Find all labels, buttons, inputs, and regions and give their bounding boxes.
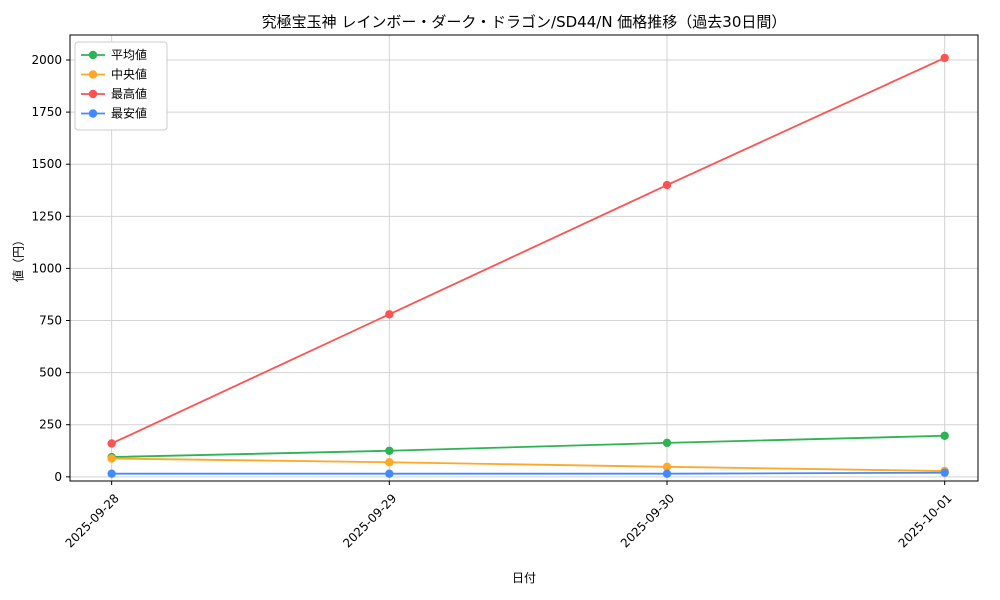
legend-marker	[88, 89, 98, 99]
series-line	[111, 434, 945, 458]
data-point-marker	[940, 468, 949, 477]
data-point-marker	[940, 53, 949, 63]
data-point-marker	[107, 439, 116, 448]
data-point-marker	[385, 458, 394, 467]
series-line	[111, 57, 946, 445]
x-tick-label: 2025-09-28	[63, 491, 122, 550]
y-tick-label: 2000	[31, 53, 62, 67]
legend-label: 平均値	[111, 47, 147, 62]
y-tick-label: 1500	[31, 157, 62, 171]
y-tick-label: 1000	[31, 261, 62, 275]
series-line	[111, 457, 945, 472]
data-point-marker	[662, 469, 672, 478]
legend-box	[74, 41, 168, 131]
legend-label: 中央値	[111, 67, 147, 82]
series-line	[111, 471, 945, 475]
y-tick-label: 1250	[31, 209, 62, 223]
data-point-marker	[385, 469, 394, 478]
plot-border	[69, 34, 979, 482]
x-tick-label: 2025-09-29	[340, 491, 399, 550]
legend-item: 最高値	[81, 86, 147, 101]
data-point-marker	[107, 454, 116, 463]
y-axis-label: 値（円）	[11, 233, 26, 283]
chart-title: 究極宝玉神 レインボー・ダーク・ドラゴン/SD44/N 価格推移（過去30日間）	[261, 13, 787, 31]
data-point-marker	[385, 446, 394, 455]
data-point-marker	[107, 469, 116, 478]
data-point-marker	[662, 462, 672, 472]
x-axis-label: 日付	[511, 571, 536, 585]
legend-label: 最高値	[111, 86, 147, 101]
data-point-marker	[662, 438, 672, 448]
legend-item: 平均値	[81, 47, 147, 62]
x-tick-label: 2025-09-30	[618, 491, 677, 550]
data-point-marker	[940, 431, 949, 440]
legend-label: 最安値	[111, 106, 147, 121]
y-tick-label: 750	[39, 314, 62, 328]
y-tick-label: 1750	[31, 105, 62, 119]
legend-item: 最安値	[81, 106, 147, 121]
legend-item: 中央値	[81, 67, 147, 82]
y-tick-label: 500	[39, 366, 62, 380]
data-point-marker	[385, 310, 394, 319]
y-tick-label: 250	[39, 418, 62, 432]
y-tick-label: 0	[54, 470, 62, 484]
data-point-marker	[662, 180, 672, 190]
x-tick-label: 2025-10-01	[896, 491, 955, 550]
legend-marker	[88, 70, 98, 79]
legend-marker	[88, 109, 98, 118]
legend-marker	[88, 50, 98, 60]
